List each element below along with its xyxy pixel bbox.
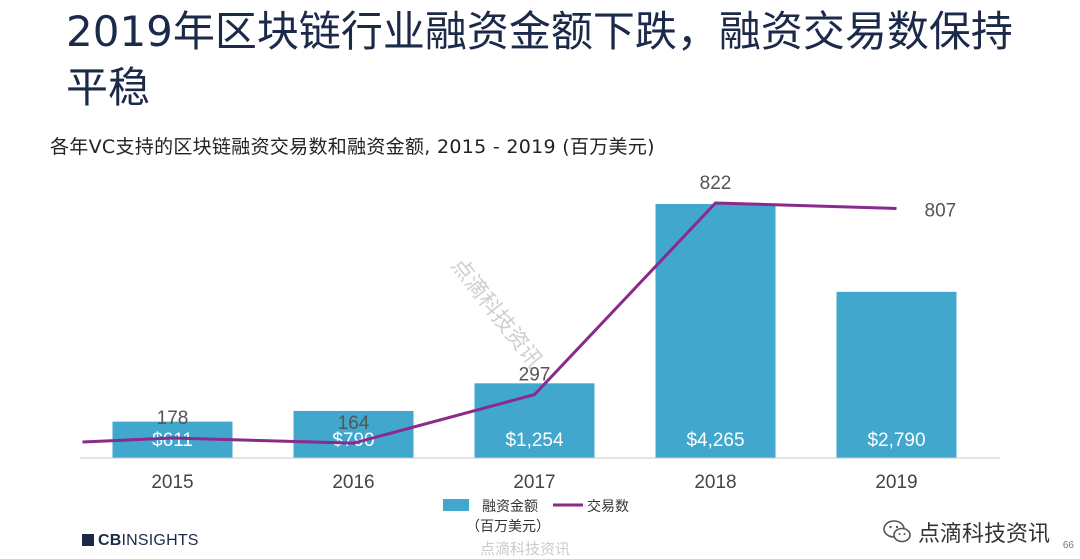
x-tick-labels: 2015 2016 2017 2018 2019: [151, 472, 917, 493]
legend-label-bar: 融资金额: [482, 499, 538, 515]
chart-subtitle: 各年VC支持的区块链融资交易数和融资金额, 2015 - 2019 (百万美元): [50, 136, 655, 158]
line-value-label-2018: 822: [700, 173, 732, 194]
combo-chart: $611 $790 $1,254 $4,265 $2,790 2015 2016 2017 2…: [80, 173, 1000, 535]
bar-value-label-2018: $4,265: [686, 430, 744, 451]
watermark-text-bottom: 点滴科技资讯: [480, 540, 571, 558]
line-value-label-2016: 164: [338, 413, 370, 434]
line-layer: 178 164 297 822 807: [82, 173, 957, 445]
bar-value-label-2015: $611: [152, 430, 193, 451]
x-tick-2017: 2017: [513, 472, 555, 493]
line-value-label-2017: 297: [519, 365, 551, 386]
legend-swatch-bar: [443, 499, 469, 511]
page-title: 2019年区块链行业融资金额下跌，融资交易数保持平稳: [66, 7, 1013, 112]
wechat-account-name: 点滴科技资讯: [917, 522, 1050, 547]
cbinsights-logo: CBINSIGHTS: [82, 532, 199, 550]
legend-label-line: 交易数: [587, 498, 629, 515]
bars-layer: $611 $790 $1,254 $4,265 $2,790: [112, 204, 957, 458]
page-number: 66: [1062, 540, 1074, 551]
x-tick-2019: 2019: [875, 472, 917, 493]
bar-value-label-2016: $790: [332, 430, 374, 451]
bar-2019: [836, 291, 957, 458]
legend-label-bar-unit: （百万美元）: [466, 519, 550, 535]
line-value-label-2015: 178: [157, 408, 189, 429]
brand-prefix: CB: [98, 532, 122, 549]
legend: 融资金额 （百万美元） 交易数: [443, 498, 629, 535]
bar-value-label-2019: $2,790: [867, 430, 925, 451]
bar-2018: [655, 204, 776, 458]
brand-suffix: INSIGHTS: [121, 532, 199, 549]
x-tick-2016: 2016: [332, 472, 374, 493]
cbinsights-logo-icon: [82, 534, 94, 546]
x-tick-2018: 2018: [694, 472, 736, 493]
wechat-icon: [883, 520, 911, 543]
x-tick-2015: 2015: [151, 472, 193, 493]
bar-value-label-2017: $1,254: [505, 430, 564, 451]
line-value-label-2019: 807: [925, 200, 957, 221]
wechat-account: 点滴科技资讯: [882, 516, 1050, 548]
deal-count-line: [82, 201, 897, 445]
bar-2016: [293, 410, 414, 458]
